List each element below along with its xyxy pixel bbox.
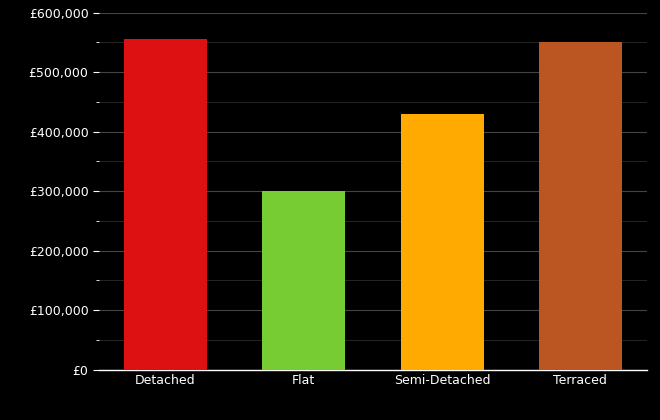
Bar <box>124 39 207 370</box>
Bar <box>262 191 345 370</box>
Bar <box>539 42 622 370</box>
Bar <box>401 114 484 370</box>
